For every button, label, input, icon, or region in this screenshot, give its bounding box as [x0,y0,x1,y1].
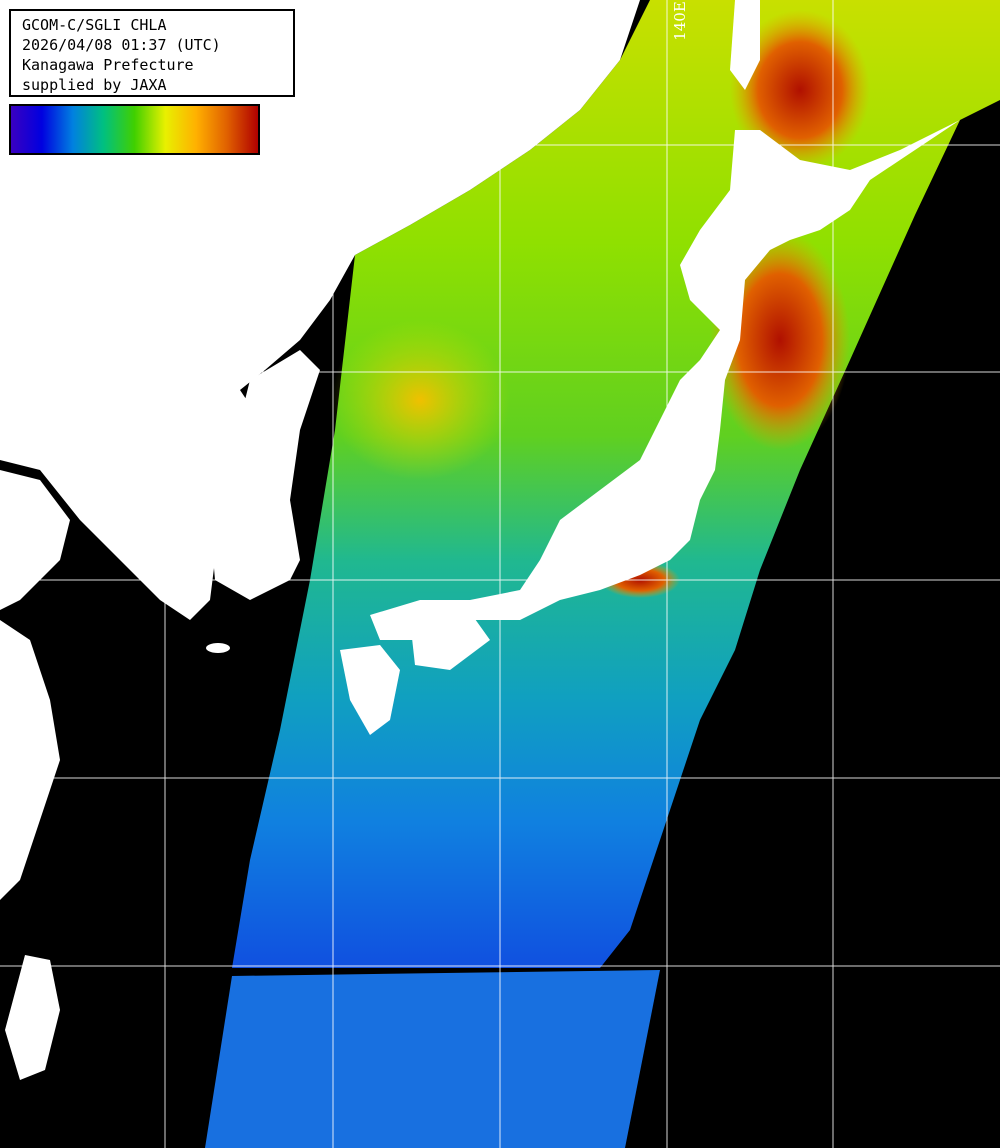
land-china-south [0,620,60,900]
colorbar [9,104,260,155]
info-box: GCOM-C/SGLI CHLA 2026/04/08 01:37 (UTC) … [9,9,295,97]
land-sado [400,128,430,165]
label-140e: 140E [670,1,689,41]
land-taiwan [5,955,60,1080]
timestamp: 2026/04/08 01:37 (UTC) [22,36,221,54]
label-40n: 40N [4,350,37,368]
land-kyushu [340,645,400,735]
land-asia-mainland [0,0,640,620]
satellite-swath-south [205,970,660,1148]
credit: supplied by JAXA [22,76,167,94]
land-honshu [370,120,960,640]
land-masses [0,0,960,1080]
land-shikoku [410,612,490,670]
land-korea [210,350,320,600]
land-hokkaido-tip [730,0,760,90]
land-china-coast [0,470,70,610]
label-30n: 30N [4,758,37,776]
product-title: GCOM-C/SGLI CHLA [22,16,167,34]
region-label: Kanagawa Prefecture [22,56,194,74]
